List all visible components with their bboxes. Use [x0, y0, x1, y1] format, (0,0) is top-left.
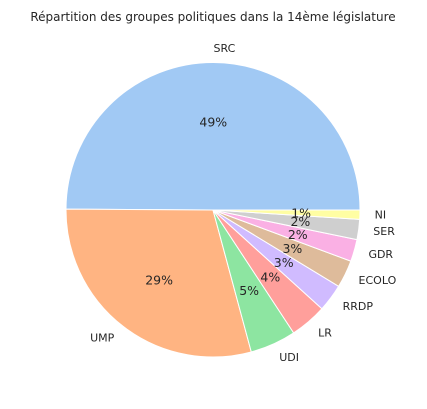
pie-slice-ump — [65, 208, 252, 358]
slice-label-udi: UDI — [279, 351, 299, 364]
pie-slices — [65, 62, 361, 358]
pct-label-ni: 1% — [291, 205, 311, 220]
percentage-labels: 49%29%5%4%3%3%2%2%1% — [145, 114, 311, 298]
pie-slice-src — [65, 62, 361, 211]
slice-label-ecolo: ECOLO — [359, 274, 397, 287]
pct-label-src: 49% — [199, 114, 227, 129]
slice-label-gdr: GDR — [368, 248, 393, 261]
slice-label-rrdp: RRDP — [343, 300, 374, 313]
pct-label-ser: 2% — [290, 214, 310, 229]
pct-label-lr: 4% — [260, 270, 280, 285]
slice-label-src: SRC — [214, 42, 236, 55]
pct-label-rrdp: 3% — [274, 255, 294, 270]
pct-label-udi: 5% — [239, 283, 259, 298]
pct-label-ecolo: 3% — [282, 241, 302, 256]
slice-labels: SRC UMP UDI LR RRDP ECOLO GDR SER NI — [90, 42, 397, 364]
pie-slice-ni — [212, 209, 361, 220]
slice-label-ni: NI — [375, 209, 386, 222]
slice-label-ser: SER — [373, 225, 395, 238]
slice-label-lr: LR — [318, 326, 332, 339]
pct-label-ump: 29% — [145, 272, 173, 287]
chart-title: Répartition des groupes politiques dans … — [30, 10, 395, 24]
slice-label-ump: UMP — [90, 332, 115, 345]
pct-label-gdr: 2% — [288, 227, 308, 242]
